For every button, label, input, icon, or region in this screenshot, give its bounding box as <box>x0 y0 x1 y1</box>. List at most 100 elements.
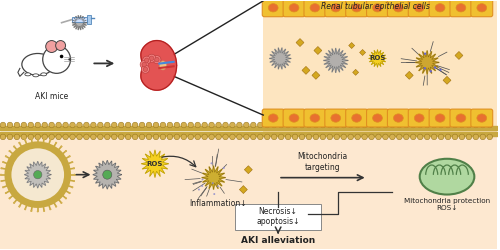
Circle shape <box>355 122 360 128</box>
Circle shape <box>181 122 186 128</box>
Circle shape <box>230 134 235 140</box>
Polygon shape <box>312 71 320 79</box>
Ellipse shape <box>477 114 486 122</box>
Polygon shape <box>455 52 463 60</box>
Circle shape <box>236 134 242 140</box>
Circle shape <box>98 134 103 140</box>
Circle shape <box>480 134 486 140</box>
Circle shape <box>212 182 214 184</box>
Circle shape <box>76 134 82 140</box>
Circle shape <box>146 122 152 128</box>
Circle shape <box>382 122 388 128</box>
Polygon shape <box>368 50 386 68</box>
FancyBboxPatch shape <box>325 0 346 17</box>
Polygon shape <box>415 50 439 74</box>
Circle shape <box>202 122 207 128</box>
Circle shape <box>382 134 388 140</box>
Circle shape <box>424 122 430 128</box>
Circle shape <box>438 122 444 128</box>
Circle shape <box>43 210 45 212</box>
Circle shape <box>5 192 7 194</box>
Circle shape <box>21 134 26 140</box>
Circle shape <box>376 122 382 128</box>
Ellipse shape <box>310 4 320 12</box>
Circle shape <box>167 122 172 128</box>
Circle shape <box>126 122 131 128</box>
Polygon shape <box>296 38 304 46</box>
Circle shape <box>210 162 212 164</box>
Circle shape <box>70 134 75 140</box>
Circle shape <box>223 167 225 169</box>
Circle shape <box>362 134 368 140</box>
Circle shape <box>424 52 426 55</box>
Circle shape <box>0 180 2 182</box>
FancyBboxPatch shape <box>471 0 492 17</box>
Circle shape <box>396 134 402 140</box>
Circle shape <box>174 134 180 140</box>
Text: AKI mice: AKI mice <box>35 92 68 101</box>
Ellipse shape <box>372 4 382 12</box>
Polygon shape <box>302 66 310 74</box>
Circle shape <box>63 122 68 128</box>
Circle shape <box>473 122 478 128</box>
Circle shape <box>167 134 172 140</box>
Circle shape <box>327 134 332 140</box>
Circle shape <box>153 122 158 128</box>
FancyBboxPatch shape <box>429 109 451 127</box>
Circle shape <box>13 202 15 204</box>
Circle shape <box>216 122 222 128</box>
Circle shape <box>0 134 6 140</box>
Circle shape <box>65 197 67 199</box>
Circle shape <box>438 134 444 140</box>
Ellipse shape <box>372 114 382 122</box>
Circle shape <box>60 202 62 204</box>
Circle shape <box>452 122 458 128</box>
FancyBboxPatch shape <box>346 0 368 17</box>
FancyBboxPatch shape <box>346 109 368 127</box>
Ellipse shape <box>25 73 31 76</box>
Circle shape <box>35 134 40 140</box>
Circle shape <box>2 186 4 188</box>
Circle shape <box>236 122 242 128</box>
Circle shape <box>72 161 74 163</box>
Circle shape <box>42 122 48 128</box>
Circle shape <box>341 134 346 140</box>
Circle shape <box>466 134 471 140</box>
FancyBboxPatch shape <box>388 0 409 17</box>
Ellipse shape <box>414 114 424 122</box>
Circle shape <box>21 122 26 128</box>
Circle shape <box>299 122 305 128</box>
Circle shape <box>209 134 214 140</box>
FancyBboxPatch shape <box>72 17 88 22</box>
Circle shape <box>348 122 354 128</box>
Polygon shape <box>24 161 51 188</box>
Circle shape <box>84 134 89 140</box>
FancyBboxPatch shape <box>283 109 305 127</box>
Circle shape <box>264 122 270 128</box>
Circle shape <box>272 122 277 128</box>
Circle shape <box>42 46 70 73</box>
Circle shape <box>24 139 26 141</box>
FancyBboxPatch shape <box>366 109 388 127</box>
FancyBboxPatch shape <box>429 0 451 17</box>
Text: Mitochondria protection
ROS↓: Mitochondria protection ROS↓ <box>404 198 490 210</box>
Circle shape <box>348 134 354 140</box>
Circle shape <box>250 122 256 128</box>
Circle shape <box>0 122 6 128</box>
Circle shape <box>278 122 284 128</box>
Circle shape <box>74 174 76 176</box>
Circle shape <box>56 134 62 140</box>
Circle shape <box>376 134 382 140</box>
Bar <box>0 1 496 132</box>
Circle shape <box>432 122 437 128</box>
Polygon shape <box>348 42 354 48</box>
Circle shape <box>153 56 161 64</box>
Circle shape <box>72 186 74 188</box>
Circle shape <box>37 137 38 139</box>
Circle shape <box>209 122 214 128</box>
FancyBboxPatch shape <box>471 109 492 127</box>
Circle shape <box>368 134 374 140</box>
FancyBboxPatch shape <box>283 0 305 17</box>
Circle shape <box>5 155 7 157</box>
Circle shape <box>140 60 148 68</box>
